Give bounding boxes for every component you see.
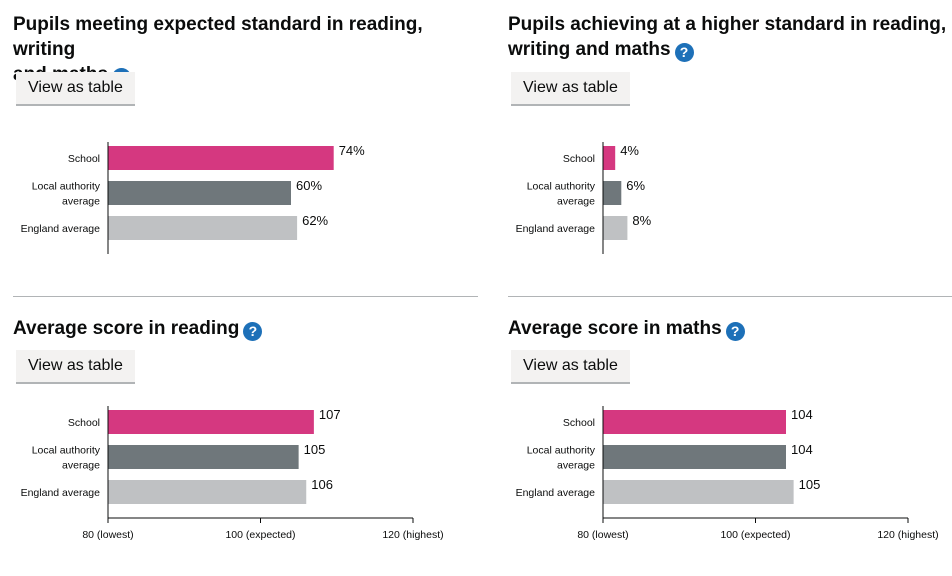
- view-as-table-button[interactable]: View as table: [16, 72, 135, 106]
- panel-higher-standard: Pupils achieving at a higher standard in…: [508, 12, 948, 282]
- section-divider: [13, 296, 478, 297]
- bar-chart: 74% School 60% Local authority average 62% Eng…: [21, 142, 365, 254]
- chart-title-line: Pupils meeting expected standard in read…: [13, 14, 423, 60]
- chart-title-line: writing and maths: [508, 39, 671, 60]
- data-label: 8%: [632, 213, 651, 228]
- bar-local-authority: [108, 181, 291, 205]
- x-tick-label: 120 (highest): [877, 529, 938, 541]
- data-label: 104: [791, 407, 813, 422]
- bar-local-authority: [603, 445, 786, 469]
- chart-title-line: Average score in reading: [13, 318, 240, 339]
- category-label: School: [68, 417, 100, 429]
- view-as-table-button[interactable]: View as table: [16, 350, 135, 384]
- bar-chart: 107 School 105 Local authority average 106 Eng…: [21, 406, 444, 541]
- category-label: Local authority: [527, 445, 596, 457]
- data-label: 74%: [339, 143, 365, 158]
- bar-england: [108, 216, 298, 240]
- section-divider: [508, 296, 952, 297]
- category-label: School: [68, 153, 100, 165]
- chart-title: Average score in reading?: [13, 316, 483, 341]
- chart-title-line: Pupils achieving at a higher standard in…: [508, 14, 947, 35]
- data-label: 4%: [620, 143, 639, 158]
- category-label: England average: [21, 223, 101, 235]
- bar-school: [603, 410, 786, 434]
- chart-title-line: Average score in maths: [508, 318, 722, 339]
- category-label: School: [563, 153, 595, 165]
- category-label: Local authority: [32, 181, 101, 193]
- category-label: average: [557, 460, 595, 472]
- chart-title: Average score in maths?: [508, 316, 948, 341]
- bar-school: [108, 146, 334, 170]
- category-label: average: [557, 196, 595, 208]
- x-tick-label: 100 (expected): [225, 529, 295, 541]
- data-label: 60%: [296, 178, 322, 193]
- category-label: Local authority: [527, 181, 596, 193]
- panel-expected-standard: Pupils meeting expected standard in read…: [13, 12, 483, 282]
- category-label: England average: [516, 487, 596, 499]
- category-label: England average: [21, 487, 101, 499]
- x-tick-label: 80 (lowest): [82, 529, 133, 541]
- bar-chart: 104 School 104 Local authority average 105 Eng…: [516, 406, 939, 541]
- view-as-table-button[interactable]: View as table: [511, 350, 630, 384]
- category-label: average: [62, 460, 100, 472]
- panel-reading-score: Average score in reading? View as table …: [13, 316, 483, 566]
- help-icon[interactable]: ?: [674, 43, 694, 62]
- x-tick-label: 80 (lowest): [577, 529, 628, 541]
- data-label: 105: [304, 442, 326, 457]
- category-label: England average: [516, 223, 596, 235]
- bar-england: [108, 480, 307, 504]
- category-label: Local authority: [32, 445, 101, 457]
- data-label: 106: [311, 477, 333, 492]
- category-label: average: [62, 196, 100, 208]
- bar-chart: 4% School 6% Local authority average 8% Englan…: [516, 142, 652, 254]
- data-label: 62%: [302, 213, 328, 228]
- help-icon[interactable]: ?: [243, 322, 263, 341]
- data-label: 104: [791, 442, 813, 457]
- data-label: 107: [319, 407, 341, 422]
- panel-maths-score: Average score in maths? View as table 10…: [508, 316, 948, 566]
- data-label: 105: [799, 477, 821, 492]
- bar-local-authority: [603, 181, 622, 205]
- bar-school: [603, 146, 616, 170]
- bar-england: [603, 216, 628, 240]
- data-label: 6%: [626, 178, 645, 193]
- bar-school: [108, 410, 314, 434]
- help-icon[interactable]: ?: [725, 322, 745, 341]
- bar-england: [603, 480, 794, 504]
- chart-title: Pupils achieving at a higher standard in…: [508, 12, 948, 62]
- category-label: School: [563, 417, 595, 429]
- x-tick-label: 100 (expected): [720, 529, 790, 541]
- x-tick-label: 120 (highest): [382, 529, 443, 541]
- view-as-table-button[interactable]: View as table: [511, 72, 630, 106]
- bar-local-authority: [108, 445, 299, 469]
